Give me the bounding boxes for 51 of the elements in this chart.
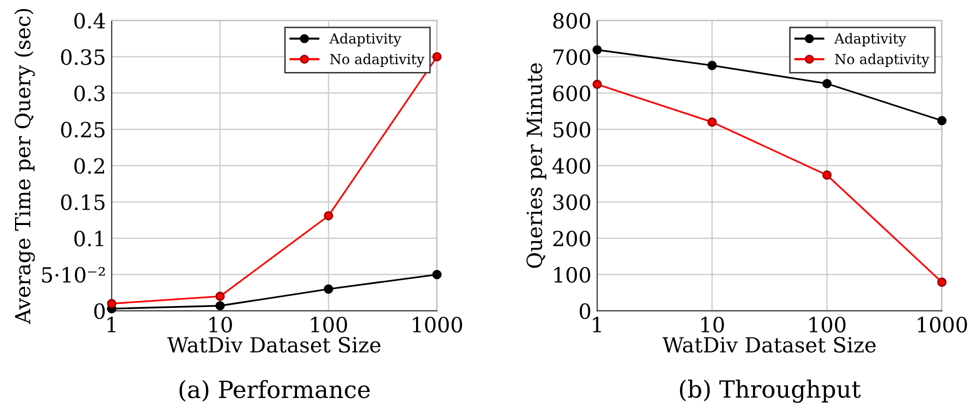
y-tick-label: 500 [554,122,590,138]
y-tick-label: 700 [554,49,590,65]
y-tick-label: 600 [553,86,590,102]
legend-label: Adaptivity [329,32,402,47]
point [592,80,602,89]
point [432,270,442,280]
y-tick-label: 0.25 [61,122,104,138]
point [432,52,442,62]
y-tick-label: 0.15 [61,194,104,210]
y-tick-label: 0 [580,303,590,320]
point [324,211,334,220]
point [822,170,832,180]
point [215,292,225,301]
point [215,301,225,310]
y-axis-title: Average Time per Query (sec) [14,8,35,324]
y-tick-label: 100 [554,266,590,283]
point [107,298,116,308]
x-tick-label: 10 [209,316,232,333]
legend-label: No adaptivity [330,54,424,68]
y-tick-label: 5·10⁻² [42,266,105,283]
x-tick-label: 1000 [918,316,967,333]
y-tick-label: 0.2 [74,158,104,174]
legend-label: Adaptivity [834,32,906,47]
x-tick-label: 100 [810,316,846,333]
y-tick-label: 300 [553,194,590,210]
x-axis-title: WatDiv Dataset Size [662,336,876,353]
x-tick-label: 10 [701,316,724,333]
point [707,60,717,70]
text: (a) Performance [180,380,370,402]
point [707,117,717,127]
legend-label: No adaptivity [835,54,930,68]
x-tick-label: 1 [108,316,116,332]
y-tick-label: 200 [553,230,590,246]
text: (b) Throughput [680,380,861,403]
x-tick-label: 100 [311,316,348,333]
point [592,45,602,55]
y-tick-label: 0.35 [61,49,104,65]
y-tick-label: 0.3 [74,86,105,102]
point [822,78,832,88]
point [324,284,334,294]
y-tick-label: 800 [553,12,590,29]
x-tick-label: 1 [593,316,601,332]
y-tick-label: 0.4 [74,12,106,29]
x-tick-label: 1000 [412,316,462,333]
y-tick-label: 400 [552,158,590,174]
x-axis-title: WatDiv Dataset Size [167,336,380,353]
y-tick-label: 0 [94,303,105,320]
y-tick-label: 0.1 [74,230,104,246]
point [937,116,947,126]
y-axis-title: Queries per Minute [526,63,546,268]
point [937,278,947,287]
